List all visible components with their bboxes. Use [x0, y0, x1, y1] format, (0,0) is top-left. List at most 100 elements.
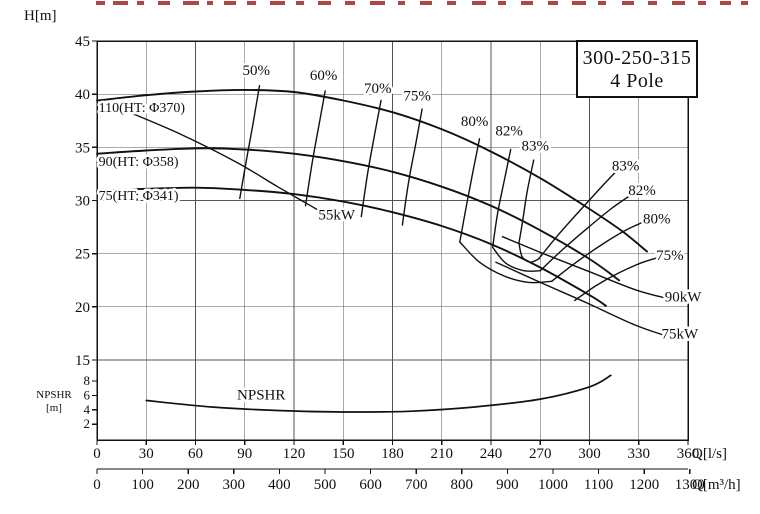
- x-tick-label-ls: 90: [237, 446, 252, 462]
- x-tick-label-ls: 240: [480, 446, 503, 462]
- cropped-red-text-artifact: [622, 1, 634, 5]
- cropped-red-text-artifact: [296, 1, 304, 5]
- y-tick-label-head: 35: [75, 140, 90, 156]
- power-55kw-label: 55kW: [318, 207, 356, 223]
- cropped-red-text-artifact: [548, 1, 558, 5]
- x-tick-label-m3h: 1000: [538, 477, 568, 493]
- cropped-red-text-artifact: [318, 1, 331, 5]
- pump-curve-90-358: [96, 147, 621, 282]
- x-axis-title-ls: Q[l/s]: [692, 446, 727, 462]
- cropped-red-text-artifact: [96, 1, 105, 5]
- eff-50-rising: [239, 85, 261, 200]
- eff-82-falling-label: 82%: [628, 183, 656, 199]
- power-75kw-label: 75kW: [661, 327, 699, 343]
- x-tick-label-m3h: 300: [223, 477, 246, 493]
- x-tick-label-ls: 180: [381, 446, 404, 462]
- cropped-red-text-artifact: [207, 1, 213, 5]
- y-tick-label-head: 25: [75, 247, 90, 263]
- eff-82-falling: [539, 194, 632, 272]
- y-tick-label-npshr: 4: [84, 402, 91, 417]
- eff-60-rising-label: 60%: [310, 68, 338, 84]
- eff-82-rising-label: 82%: [495, 123, 523, 139]
- eff-82-rising: [491, 148, 512, 248]
- chart-title-box: 300-250-315 4 Pole: [576, 40, 698, 98]
- eff-80-rising: [459, 138, 481, 243]
- x-tick-label-m3h: 700: [405, 477, 428, 493]
- cropped-red-text-artifact: [447, 1, 456, 5]
- x-tick-label-m3h: 1200: [629, 477, 659, 493]
- pump-curve-110-370: [96, 88, 648, 253]
- eff-82-link: [491, 246, 541, 272]
- x-tick-label-m3h: 100: [131, 477, 154, 493]
- x-tick-label-m3h: 1100: [584, 477, 613, 493]
- cropped-red-text-artifact: [598, 1, 606, 5]
- cropped-red-text-artifact: [498, 1, 506, 5]
- cropped-red-text-artifact: [472, 1, 486, 5]
- y-tick-label-npshr: 8: [84, 373, 91, 388]
- cropped-red-text-artifact: [270, 1, 285, 5]
- pump-curve-75-341-label: 75(HT: Φ341): [99, 189, 179, 204]
- cropped-red-text-artifact: [698, 1, 706, 5]
- y-tick-label-head: 20: [75, 300, 90, 316]
- y-axis-title-npshr: NPSHR: [36, 389, 72, 401]
- x-axis-title-m3h: Q[m³/h]: [692, 477, 741, 493]
- pump-curve-90-358-label: 90(HT: Φ358): [99, 155, 179, 170]
- x-tick-label-m3h: 500: [314, 477, 337, 493]
- y-axis-title-head: H[m]: [24, 8, 57, 24]
- cropped-red-text-artifact: [672, 1, 685, 5]
- pump-model-label: 300-250-315: [582, 46, 692, 69]
- pump-poles-label: 4 Pole: [610, 69, 664, 92]
- x-tick-label-ls: 30: [139, 446, 154, 462]
- cropped-red-text-artifact: [398, 1, 405, 5]
- y-tick-label-head: 30: [75, 194, 90, 210]
- eff-70-rising-label: 70%: [364, 81, 392, 97]
- x-tick-label-ls: 270: [529, 446, 552, 462]
- x-tick-label-ls: 210: [431, 446, 454, 462]
- eff-75-rising: [401, 108, 423, 226]
- x-tick-label-m3h: 600: [359, 477, 382, 493]
- x-tick-label-ls: 360: [677, 446, 700, 462]
- cropped-red-text-artifact: [183, 1, 199, 5]
- eff-83-falling: [537, 171, 617, 260]
- cropped-red-text-artifact: [158, 1, 170, 5]
- y-tick-label-head: 45: [75, 34, 90, 50]
- eff-75-rising-label: 75%: [403, 88, 431, 104]
- cropped-red-text-artifact: [224, 1, 236, 5]
- cropped-red-text-artifact: [345, 1, 355, 5]
- y-tick-label-npshr: 2: [84, 416, 91, 431]
- y-tick-label-head: 40: [75, 87, 90, 103]
- power-90kw: [501, 236, 668, 299]
- power-90kw-label: 90kW: [665, 289, 703, 305]
- eff-80-falling-label: 80%: [643, 212, 671, 228]
- pump-curve-75-341: [96, 186, 607, 307]
- power-55kw: [120, 108, 326, 215]
- x-tick-label-ls: 0: [93, 446, 101, 462]
- x-tick-label-ls: 120: [283, 446, 306, 462]
- eff-75-falling-label: 75%: [656, 248, 684, 264]
- npshr-curve-label: NPSHR: [237, 388, 285, 404]
- cropped-red-text-artifact: [741, 1, 748, 5]
- eff-80-falling: [551, 221, 645, 282]
- cropped-red-text-artifact: [247, 1, 256, 5]
- cropped-red-text-artifact: [137, 1, 144, 5]
- x-tick-label-m3h: 800: [451, 477, 474, 493]
- cropped-red-text-artifact: [113, 1, 128, 5]
- eff-83-falling-label: 83%: [612, 159, 640, 175]
- cropped-red-text-artifact: [370, 1, 385, 5]
- x-tick-label-m3h: 400: [268, 477, 291, 493]
- pump-curve-110-370-label: 110(HT: Φ370): [99, 101, 186, 116]
- eff-80-rising-label: 80%: [461, 114, 489, 130]
- eff-83-loop: [518, 242, 540, 263]
- eff-75-falling: [574, 257, 658, 302]
- x-tick-label-ls: 330: [628, 446, 651, 462]
- cropped-red-text-artifact: [420, 1, 432, 5]
- x-tick-label-m3h: 900: [496, 477, 519, 493]
- cropped-red-text-artifact: [572, 1, 586, 5]
- cropped-red-text-artifact: [521, 1, 533, 5]
- x-tick-label-ls: 60: [188, 446, 203, 462]
- eff-83-rising-label: 83%: [522, 138, 550, 154]
- x-tick-label-ls: 300: [578, 446, 601, 462]
- x-tick-label-m3h: 1300: [675, 477, 705, 493]
- y-axis-title-npshr-unit: [m]: [46, 402, 62, 414]
